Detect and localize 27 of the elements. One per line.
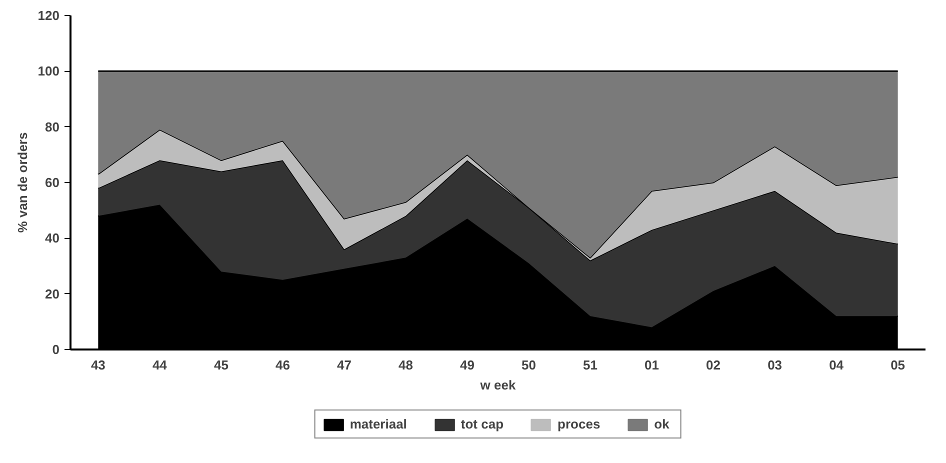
y-tick-label: 60 [45, 175, 60, 190]
x-tick-label: 44 [152, 358, 168, 372]
y-tick-label: 20 [45, 286, 60, 302]
x-tick-label: 02 [706, 358, 721, 372]
y-tick-label: 0 [52, 342, 60, 357]
legend-label: tot cap [460, 416, 504, 432]
x-tick-label: 48 [398, 358, 413, 372]
x-tick-label: 50 [522, 358, 536, 372]
x-tick-label: 04 [829, 358, 844, 372]
x-tick-label: 03 [768, 358, 782, 372]
legend-label: ok [654, 416, 670, 432]
x-tick-label: 47 [336, 358, 352, 372]
x-axis-title: w eek [479, 378, 516, 392]
x-tick-label: 45 [214, 358, 228, 372]
x-tick-label: 01 [644, 358, 660, 372]
legend-label: proces [558, 416, 600, 432]
x-tick-label: 51 [583, 358, 598, 372]
legend-label: materiaal [350, 416, 407, 432]
y-tick-label: 40 [45, 230, 60, 246]
y-tick-label: 80 [45, 119, 60, 134]
x-tick-label: 05 [890, 358, 906, 372]
x-tick-label: 43 [90, 358, 106, 372]
y-axis-title: % van de orders [14, 132, 30, 233]
x-tick-label: 46 [275, 358, 290, 372]
y-tick-label: 100 [38, 64, 60, 79]
y-tick-label: 120 [38, 8, 60, 23]
x-tick-label: 49 [460, 358, 474, 372]
